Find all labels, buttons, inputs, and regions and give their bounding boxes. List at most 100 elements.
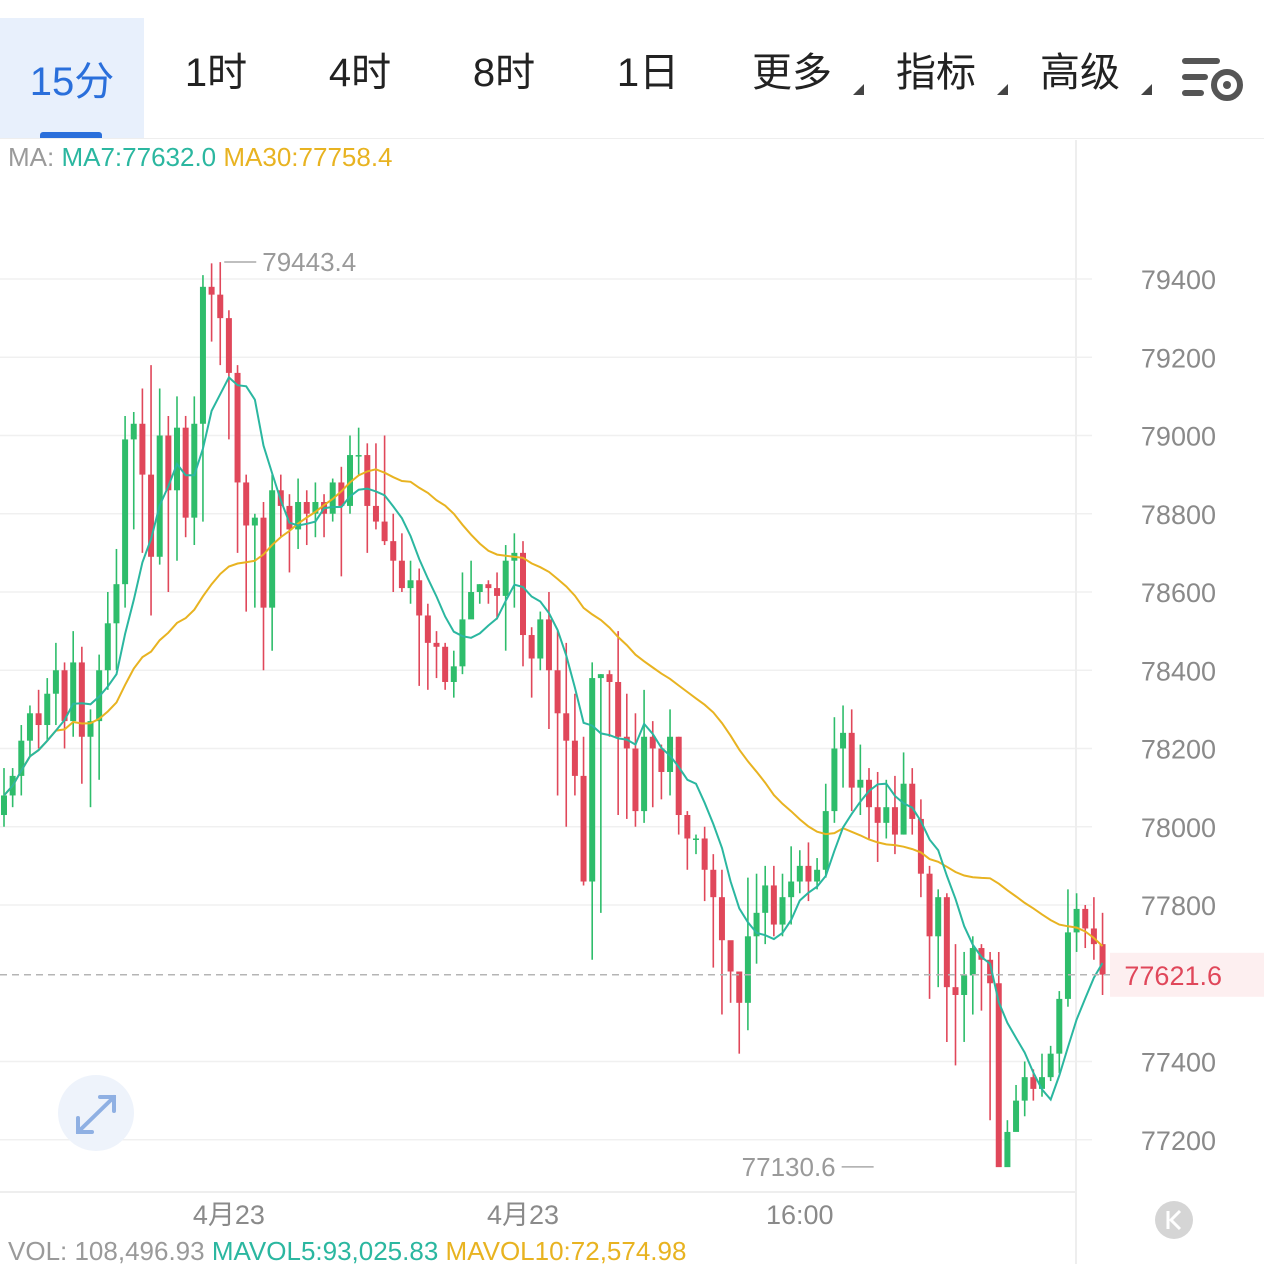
candle: [822, 783, 829, 878]
high-price-label: 79443.4: [262, 247, 356, 277]
candle: [148, 365, 155, 616]
chart-settings-icon[interactable]: [1180, 52, 1246, 106]
candle: [468, 560, 475, 620]
price-tick-label: 79200: [1141, 343, 1216, 373]
tab-more[interactable]: 更多: [720, 9, 864, 129]
candle: [675, 736, 682, 835]
candle: [18, 725, 25, 796]
candle-body: [649, 736, 656, 749]
candle-body: [424, 615, 431, 643]
candle-body: [537, 619, 544, 659]
candle-body: [208, 286, 215, 295]
candle-body: [104, 623, 111, 671]
candle-body: [494, 588, 501, 596]
candle-body: [148, 474, 155, 557]
candle: [424, 603, 431, 690]
candle-body: [658, 748, 665, 772]
candle-body: [433, 642, 440, 647]
candle-body: [840, 732, 847, 749]
candle-body: [407, 580, 414, 589]
candle: [770, 865, 777, 937]
candle: [372, 443, 379, 530]
tab-label: 8时: [472, 51, 536, 95]
candle-body: [995, 983, 1002, 1168]
candle: [35, 689, 42, 749]
candle: [459, 572, 466, 675]
candle-body: [70, 662, 77, 722]
candle-body: [667, 736, 674, 772]
candle: [217, 262, 224, 366]
candle: [632, 713, 639, 827]
expand-chart-button[interactable]: [58, 1075, 134, 1151]
candle: [891, 775, 898, 855]
mavol5-value: MAVOL5:93,025.83: [211, 1236, 439, 1266]
candle-body: [243, 482, 250, 526]
candle: [1073, 893, 1080, 952]
tab-label: 1日: [616, 51, 680, 95]
timeframe-tabs: 15分 1时 4时 8时 1日 更多 指标 高级: [0, 0, 1264, 139]
candle-body: [788, 881, 795, 898]
candle: [1013, 1084, 1020, 1132]
candle: [122, 415, 129, 608]
active-tab-indicator: [40, 132, 102, 138]
candlestick-chart[interactable]: 79400 79200 79000 78800 78600 78400 78200 78000…: [0, 138, 1264, 1264]
tab-label: 高级: [1040, 51, 1120, 95]
candle-body: [1056, 998, 1063, 1054]
candle-body: [381, 521, 388, 542]
candle: [407, 560, 414, 604]
tab-15m[interactable]: 15分: [0, 18, 144, 138]
price-tick-label: 78000: [1141, 813, 1216, 843]
candle: [260, 502, 267, 671]
volume-legend: VOL: 108,496.93 MAVOL5:93,025.83 MAVOL10…: [8, 1236, 686, 1267]
candle: [44, 678, 51, 741]
candle: [943, 893, 950, 1042]
scroll-to-latest-button[interactable]: [1155, 1201, 1193, 1239]
tab-advanced[interactable]: 高级: [1008, 9, 1152, 129]
candle-body: [191, 423, 198, 518]
candle: [208, 263, 215, 342]
candle: [848, 709, 855, 812]
tab-1h[interactable]: 1时: [144, 9, 288, 129]
candle-body: [312, 502, 319, 514]
candle-body: [459, 619, 466, 667]
candle: [597, 674, 604, 913]
price-tick-label: 77400: [1141, 1048, 1216, 1078]
candle-body: [26, 713, 33, 741]
candle-body: [122, 439, 129, 585]
candle: [312, 482, 319, 538]
candle: [710, 854, 717, 968]
candle-body: [1073, 908, 1080, 933]
candle: [381, 435, 388, 546]
candle-body: [18, 740, 25, 776]
candle: [900, 752, 907, 835]
candle: [243, 474, 250, 612]
candle-body: [1004, 1131, 1011, 1168]
candle: [796, 850, 803, 894]
candle: [744, 877, 751, 1031]
candle: [433, 631, 440, 679]
candle-body: [623, 736, 630, 749]
candle: [61, 662, 68, 749]
ma-prefix: MA:: [8, 142, 55, 172]
candle-body: [1, 795, 7, 816]
candle: [1021, 1061, 1028, 1117]
ma7-value: MA7:77632.0: [61, 142, 217, 172]
time-tick-label: 4月23: [193, 1200, 265, 1230]
candle-body: [909, 783, 916, 819]
tab-1d[interactable]: 1日: [576, 9, 720, 129]
candle-body: [943, 897, 950, 988]
price-tick-label: 79400: [1141, 265, 1216, 295]
tab-4h[interactable]: 4时: [288, 9, 432, 129]
candle-body: [744, 936, 751, 1003]
price-tick-label: 78600: [1141, 578, 1216, 608]
candle: [485, 580, 492, 604]
tab-indicators[interactable]: 指标: [864, 9, 1008, 129]
candle-body: [364, 455, 371, 506]
candle: [321, 494, 328, 538]
candle: [537, 611, 544, 671]
tab-label: 15分: [29, 60, 115, 104]
candle-body: [502, 560, 509, 596]
tab-8h[interactable]: 8时: [432, 9, 576, 129]
candle-body: [372, 505, 379, 522]
candle: [1090, 897, 1097, 960]
